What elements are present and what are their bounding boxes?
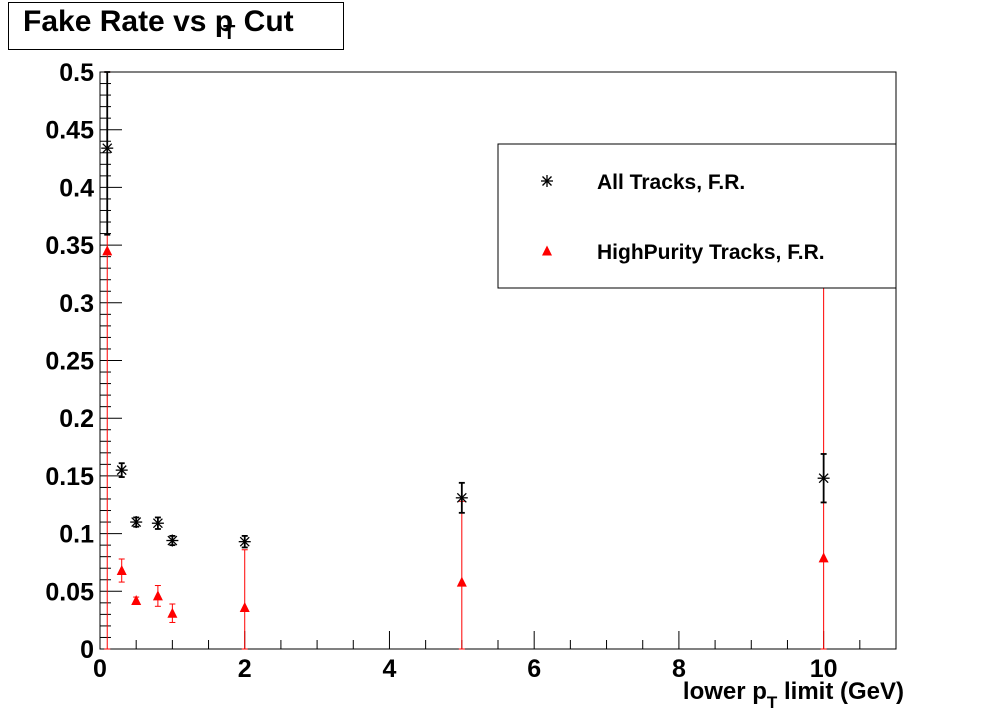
y-tick-label: 0.4 [59, 174, 94, 202]
y-tick-label: 0.15 [45, 463, 94, 491]
y-tick-label: 0.05 [45, 578, 94, 606]
chart-title: Fake Rate vs pT Cut [23, 5, 294, 45]
data-point [151, 516, 164, 530]
data-point [131, 595, 142, 606]
data-point [116, 558, 127, 583]
data-point [817, 453, 830, 504]
y-tick-label: 0.3 [59, 290, 94, 318]
legend-box [497, 143, 897, 289]
legend-label: HighPurity Tracks, F.R. [597, 241, 825, 264]
legend-entry: HighPurity Tracks, F.R. [542, 241, 825, 264]
x-axis-label: lower pT limit (GeV) [683, 678, 904, 712]
title-subscript: T [223, 22, 236, 44]
legend: All Tracks, F.R. HighPurity Tracks, F.R. [497, 143, 897, 289]
data-point [166, 534, 179, 547]
legend-entry: All Tracks, F.R. [541, 171, 745, 194]
x-tick-label: 0 [93, 655, 107, 683]
y-tick-label: 0.2 [59, 405, 94, 433]
y-tick-label: 0.5 [59, 59, 94, 87]
y-tick-label: 0.45 [45, 117, 94, 145]
y-tick-label: 0.25 [45, 348, 94, 376]
data-point [167, 603, 178, 623]
data-point [115, 462, 128, 478]
data-marks [101, 71, 830, 650]
y-tick-label: 0.35 [45, 232, 94, 260]
data-point [101, 71, 114, 236]
data-point [455, 481, 468, 514]
data-point [456, 500, 467, 650]
title-main: Fake Rate vs p [23, 5, 234, 38]
y-tick-label: 0.1 [59, 521, 94, 549]
data-point [239, 549, 250, 650]
x-tick-label: 2 [238, 655, 252, 683]
data-point [130, 516, 143, 529]
data-point [238, 535, 251, 549]
title-box: Fake Rate vs pT Cut [8, 2, 344, 50]
axes: 0 0.05 0.1 0.15 0.2 0.25 0.3 0.35 0.4 0.45 0.5 0 2 4 6… [45, 59, 904, 712]
data-point [152, 585, 163, 607]
x-tick-label: 6 [527, 655, 541, 683]
x-tick-label: 10 [810, 655, 838, 683]
y-tick-label: 0 [80, 636, 94, 664]
x-tick-label: 4 [383, 655, 397, 683]
title-tail: Cut [235, 5, 294, 38]
legend-label: All Tracks, F.R. [597, 171, 745, 194]
x-tick-label: 8 [672, 655, 686, 683]
